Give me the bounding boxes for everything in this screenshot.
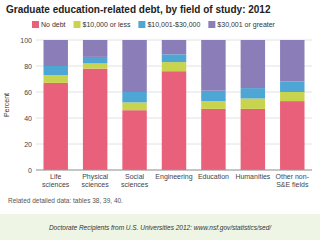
bar-segment bbox=[83, 40, 107, 57]
x-tick-label: Lifesciences bbox=[42, 173, 70, 188]
legend-entry: $30,001 or greater bbox=[217, 21, 275, 29]
footer: Doctorate Recipients from U.S. Universit… bbox=[49, 224, 272, 232]
x-axis-line bbox=[36, 170, 312, 171]
bar-segment bbox=[201, 40, 225, 91]
y-tick-label: 40 bbox=[24, 115, 32, 122]
y-tick-label: 100 bbox=[20, 37, 32, 44]
y-tick-label: 0 bbox=[28, 167, 32, 174]
y-tick-label: 20 bbox=[24, 141, 32, 148]
bar-segment bbox=[241, 40, 265, 88]
x-tick-line: sciences bbox=[121, 181, 149, 188]
bar-segment bbox=[122, 110, 146, 170]
y-axis-label: Percent bbox=[3, 93, 10, 117]
grid-line bbox=[36, 170, 312, 171]
legend-swatch bbox=[32, 21, 39, 28]
bar-segment bbox=[43, 83, 67, 170]
legend-swatch bbox=[208, 21, 215, 28]
bar-segment bbox=[162, 40, 186, 54]
bar-segment bbox=[122, 102, 146, 110]
bar-segment bbox=[83, 69, 107, 170]
y-tick-label: 60 bbox=[24, 89, 32, 96]
x-tick-label: Humanities bbox=[235, 173, 270, 180]
bar-segment bbox=[43, 75, 67, 83]
x-tick-label: Socialsciences bbox=[121, 173, 149, 188]
legend-entry: $10,000 or less bbox=[83, 21, 131, 28]
bar-segment bbox=[43, 66, 67, 75]
bar-segment bbox=[43, 40, 67, 66]
bar-segment bbox=[241, 88, 265, 98]
x-tick-line: Life bbox=[50, 173, 61, 180]
footnote: Related detailed data: tables 38, 39, 40… bbox=[8, 197, 123, 204]
bar-segment bbox=[280, 82, 304, 92]
bar-segment bbox=[162, 71, 186, 170]
legend: No debt $10,000 or less $10,001-$30,000 $30… bbox=[32, 21, 276, 29]
bar-segment bbox=[280, 92, 304, 101]
bar-segment bbox=[241, 99, 265, 109]
bar-segment bbox=[83, 63, 107, 68]
title: Graduate education-related debt, by fiel… bbox=[6, 4, 271, 15]
bars bbox=[43, 40, 304, 170]
legend-entry: No debt bbox=[41, 21, 66, 28]
bar-segment bbox=[241, 109, 265, 170]
x-tick-label: Other non-S&E fields bbox=[276, 173, 310, 188]
x-tick-line: Engineering bbox=[155, 173, 192, 181]
bar-segment bbox=[162, 62, 186, 71]
bar-segment bbox=[83, 57, 107, 64]
x-tick-label: Education bbox=[198, 173, 229, 180]
chart: Graduate education-related debt, by fiel… bbox=[0, 0, 320, 240]
bar-segment bbox=[280, 40, 304, 82]
legend-swatch bbox=[74, 21, 81, 28]
y-tick-label: 80 bbox=[24, 63, 32, 70]
bar-segment bbox=[280, 101, 304, 170]
x-tick-line: sciences bbox=[42, 181, 70, 188]
footer-band bbox=[0, 214, 320, 240]
bar-segment bbox=[201, 91, 225, 101]
x-tick-line: Other non- bbox=[276, 173, 310, 180]
x-tick-line: S&E fields bbox=[276, 181, 309, 188]
x-tick-line: Education bbox=[198, 173, 229, 180]
bar-segment bbox=[201, 109, 225, 170]
bar-segment bbox=[122, 40, 146, 92]
bar-segment bbox=[122, 92, 146, 102]
x-tick-label: Engineering bbox=[155, 173, 192, 181]
legend-swatch bbox=[138, 21, 145, 28]
bar-segment bbox=[162, 54, 186, 62]
bar-segment bbox=[201, 101, 225, 109]
x-tick-line: Humanities bbox=[235, 173, 270, 180]
x-tick-line: Social bbox=[125, 173, 144, 180]
x-tick-label: Physicalsciences bbox=[82, 173, 110, 188]
x-tick-line: sciences bbox=[82, 181, 110, 188]
legend-entry: $10,001-$30,000 bbox=[147, 21, 200, 28]
